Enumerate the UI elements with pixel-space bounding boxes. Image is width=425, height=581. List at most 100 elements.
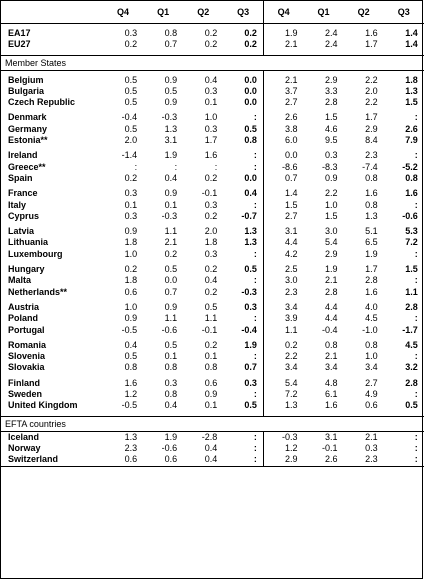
value-cell: -8.3 [322, 161, 338, 172]
value-cell: 5.4 [325, 237, 338, 248]
value-cell: : [223, 161, 264, 173]
value-cell: 1.8 [204, 237, 218, 248]
value-cell: -1.4 [121, 150, 138, 161]
value-cell: 0.9 [124, 226, 138, 237]
value-cell: 1.6 [405, 188, 418, 199]
value-cell: -0.3 [161, 112, 178, 123]
value-cell: 0.9 [164, 188, 178, 199]
value-cell: 2.8 [405, 377, 418, 388]
column-header: Q1 [143, 1, 184, 24]
table-row: Netherlands** 0.6 0.7 0.2 -0.3 2.3 2.8 1.6 1.1 [1, 286, 424, 298]
value-cell: 0.2 [223, 28, 264, 40]
value-cell: 1.5 [405, 264, 418, 275]
country-name: EA17 [8, 28, 31, 38]
value-cell: 4.4 [284, 237, 298, 248]
table-row: Czech Republic 0.5 0.9 0.1 0.0 2.7 2.8 2.2 1.5 [1, 97, 424, 109]
value-cell: : [414, 248, 418, 259]
country-name: Romania [8, 339, 47, 350]
value-cell: 1.9 [284, 28, 298, 38]
table-row: Austria 1.0 0.9 0.5 0.3 3.4 4.4 4.0 2.8 [1, 301, 424, 314]
value-cell: 1.3 [164, 123, 178, 134]
value-cell: 2.2 [284, 351, 298, 362]
value-cell: 0.7 [223, 362, 264, 374]
value-cell: 1.6 [124, 377, 138, 388]
table-row: Romania 0.4 0.5 0.2 1.9 0.2 0.8 0.8 4.5 [1, 339, 424, 352]
value-cell: -0.3 [223, 286, 264, 298]
value-cell: : [223, 442, 264, 455]
country-name: Lithuania [8, 237, 48, 248]
value-cell: 0.3 [325, 150, 338, 161]
value-cell: 4.0 [365, 301, 378, 312]
country-name: Malta [8, 275, 32, 286]
value-cell: 1.0 [325, 199, 338, 210]
value-cell: -0.6 [161, 442, 178, 453]
value-cell: 2.0 [204, 226, 218, 237]
value-cell: : [414, 112, 418, 123]
value-cell: : [223, 248, 264, 261]
value-cell: 0.5 [124, 74, 138, 85]
country-name: United Kingdom [8, 400, 78, 411]
value-cell: 0.3 [124, 188, 138, 199]
spacer-row [1, 335, 424, 340]
value-cell: 0.2 [204, 210, 218, 221]
value-cell: 0.3 [124, 210, 138, 221]
value-cell: 3.1 [284, 226, 298, 237]
table-row: Germany 0.5 1.3 0.3 0.5 3.8 4.6 2.9 2.6 [1, 123, 424, 136]
value-cell: -0.3 [161, 210, 178, 221]
value-cell: 3.1 [325, 431, 338, 442]
section-header-row: Member States [1, 54, 424, 71]
country-name: EU27 [8, 39, 31, 50]
value-cell: 0.3 [124, 28, 138, 38]
value-cell: 0.8 [204, 362, 218, 373]
value-cell: -7.4 [362, 161, 378, 172]
value-cell: 0.2 [204, 264, 218, 275]
value-cell: 0.4 [204, 74, 218, 85]
value-cell: 2.1 [284, 74, 298, 85]
value-cell: 0.2 [204, 28, 218, 38]
table-row: Slovenia 0.5 0.1 0.1: 2.2 2.1 1.0: [1, 351, 424, 363]
value-cell: : [223, 199, 264, 211]
value-cell: 0.4 [183, 454, 224, 467]
section-title: EFTA countries [1, 415, 424, 432]
value-cell: 2.8 [325, 286, 338, 297]
value-cell: -0.1 [201, 188, 218, 199]
value-cell: 1.5 [405, 97, 418, 108]
spacer-row [1, 260, 424, 265]
spacer-row [1, 411, 424, 417]
value-cell: 2.1 [164, 237, 178, 248]
value-cell: 1.8 [124, 275, 138, 286]
value-cell: 1.5 [325, 112, 338, 123]
value-cell: 2.8 [365, 275, 378, 286]
table-row: Iceland 1.3 1.9 -2.8: -0.3 3.1 2.1: [1, 431, 424, 443]
value-cell: -0.1 [322, 442, 338, 453]
value-cell: 2.6 [303, 454, 344, 467]
value-cell: 3.2 [405, 362, 418, 373]
value-cell: : [414, 275, 418, 286]
table-row: Slovakia 0.8 0.8 0.8 0.7 3.4 3.4 3.4 3.2 [1, 362, 424, 374]
value-cell: 2.1 [325, 275, 338, 286]
table-row: Estonia** 2.0 3.1 1.7 0.8 6.0 9.5 8.4 7.9 [1, 135, 424, 147]
spacer-row [1, 23, 424, 28]
value-cell: 1.9 [223, 339, 264, 352]
value-cell: 2.1 [284, 39, 298, 50]
value-cell: 1.7 [365, 39, 378, 50]
value-cell: 4.9 [365, 389, 378, 400]
table-row: Sweden 1.2 0.8 0.9: 7.2 6.1 4.9: [1, 389, 424, 401]
value-cell: 2.9 [325, 74, 338, 85]
country-name: Latvia [8, 226, 35, 237]
value-cell: 0.5 [164, 339, 178, 350]
value-cell: 3.9 [284, 313, 298, 324]
value-cell: 2.1 [325, 351, 338, 362]
table-row: Lithuania 1.8 2.1 1.8 1.3 4.4 5.4 6.5 7.2 [1, 237, 424, 249]
country-name: Bulgaria [8, 85, 45, 96]
value-cell: 1.4 [405, 39, 418, 50]
value-cell: 0.9 [204, 389, 218, 400]
table-row: Cyprus 0.3 -0.3 0.2 -0.7 2.7 1.5 1.3 -0.6 [1, 210, 424, 223]
table-row: Bulgaria 0.5 0.5 0.3 0.0 3.7 3.3 2.0 1.3 [1, 85, 424, 98]
value-cell: 7.2 [405, 237, 418, 248]
value-cell: 0.3 [223, 301, 264, 314]
value-cell: 0.5 [223, 264, 264, 276]
table-body: EA17 0.3 0.8 0.2 0.2 1.9 2.4 1.6 1.4 EU27 0.2 0.7 0.… [1, 23, 424, 467]
value-cell: 1.6 [365, 28, 378, 38]
